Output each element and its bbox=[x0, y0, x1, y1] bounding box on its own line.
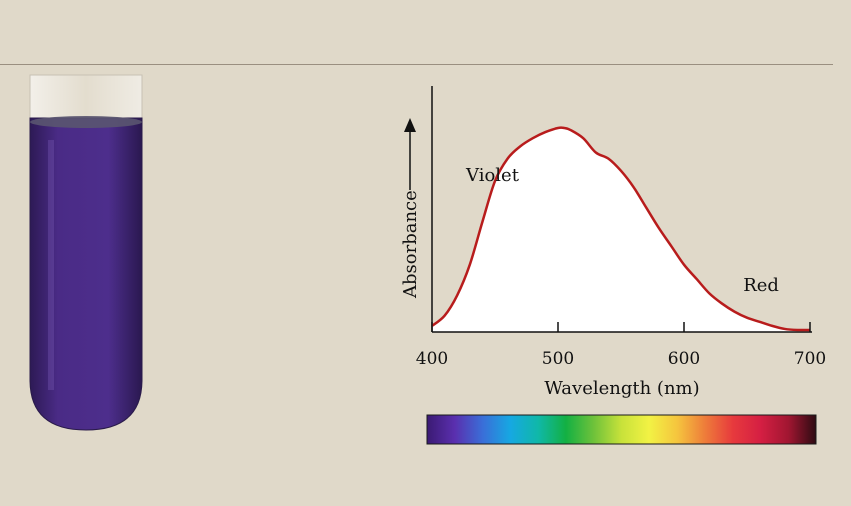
y-axis-label: Absorbance bbox=[400, 190, 421, 299]
tube-solution bbox=[29, 117, 143, 431]
y-axis-arrow-head bbox=[404, 118, 416, 132]
divider-line bbox=[0, 64, 833, 65]
absorbance-curve bbox=[431, 126, 811, 332]
solution-meniscus bbox=[30, 116, 142, 128]
curve-fill bbox=[432, 127, 810, 332]
x-axis-label: Wavelength (nm) bbox=[544, 378, 699, 399]
x-tick-label-700: 700 bbox=[794, 349, 826, 369]
annotation-violet: Violet bbox=[465, 165, 520, 186]
x-tick-label-400: 400 bbox=[416, 349, 448, 369]
x-tick-label-600: 600 bbox=[668, 349, 700, 369]
annotation-red: Red bbox=[743, 275, 779, 296]
test-tube-illustration bbox=[20, 70, 155, 435]
visible-spectrum-bar bbox=[426, 414, 817, 445]
x-tick-label-500: 500 bbox=[542, 349, 574, 369]
